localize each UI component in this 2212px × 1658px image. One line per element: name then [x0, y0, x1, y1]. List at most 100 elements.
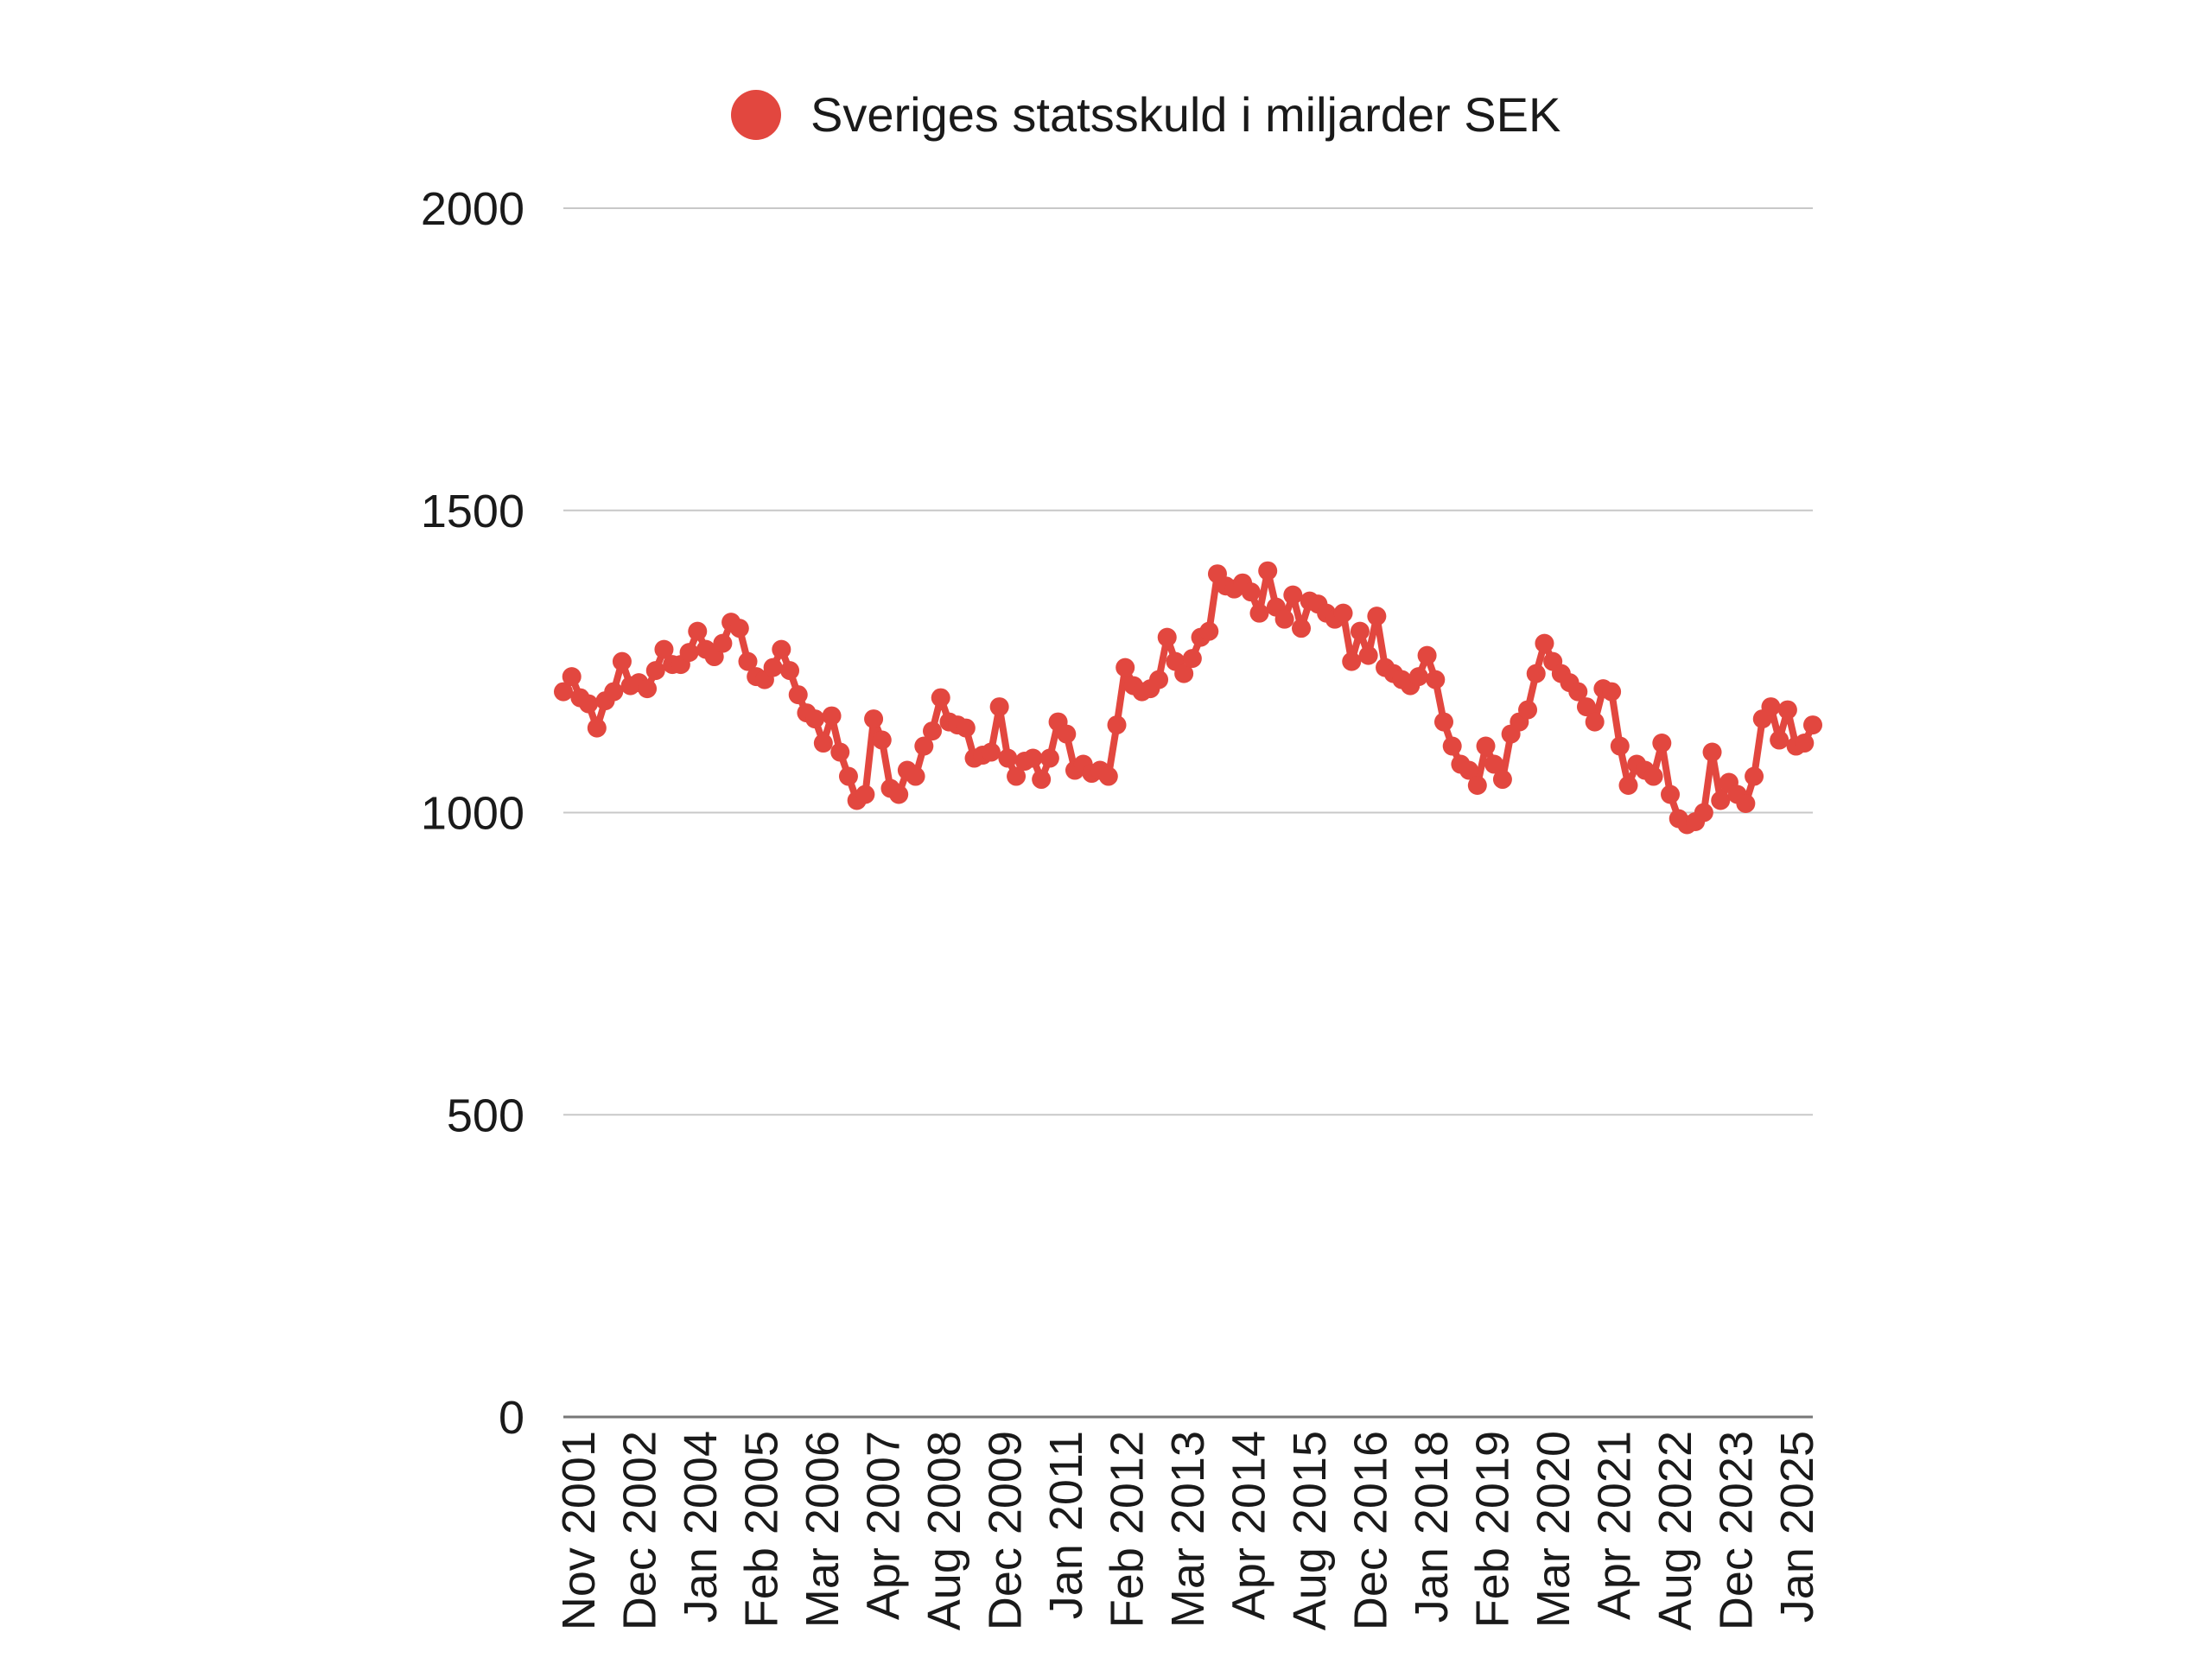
data-point — [956, 718, 976, 738]
data-point — [1618, 776, 1638, 796]
data-point — [1761, 697, 1781, 717]
x-tick-label: Mar 2006 — [797, 1431, 849, 1628]
data-point — [1770, 730, 1789, 750]
data-point — [1694, 803, 1713, 823]
data-point — [1258, 561, 1278, 581]
legend: Sveriges statsskuld i miljarder SEK — [731, 86, 1560, 143]
data-point — [612, 651, 632, 671]
x-tick-label: Jan 2018 — [1406, 1431, 1458, 1623]
data-point — [1350, 621, 1370, 641]
data-point — [1568, 682, 1588, 702]
x-tick-label: Jan 2025 — [1771, 1431, 1823, 1623]
data-point — [713, 633, 733, 653]
data-point — [638, 679, 658, 699]
data-point — [1039, 748, 1059, 768]
data-point — [1610, 736, 1630, 756]
data-point — [554, 682, 573, 702]
data-point — [864, 709, 884, 729]
data-point — [1098, 766, 1118, 786]
data-point — [729, 619, 749, 638]
data-point — [1174, 664, 1194, 683]
data-point — [989, 697, 1009, 717]
data-point — [838, 766, 858, 786]
data-point — [1032, 770, 1052, 790]
x-tick-label: Mar 2013 — [1162, 1431, 1214, 1628]
data-point — [1602, 682, 1622, 702]
data-point — [1408, 667, 1428, 687]
data-point — [1661, 785, 1681, 804]
data-point — [1358, 645, 1378, 665]
data-point — [1585, 712, 1605, 732]
data-point — [931, 688, 950, 708]
data-point — [1116, 657, 1135, 677]
data-point — [1274, 609, 1294, 629]
data-point — [1492, 770, 1512, 790]
data-point — [788, 685, 808, 705]
data-point — [872, 730, 892, 750]
data-point — [562, 667, 582, 687]
data-point — [645, 661, 665, 681]
data-point — [738, 651, 758, 671]
legend-label: Sveriges statsskuld i miljarder SEK — [810, 87, 1561, 142]
data-point — [1249, 603, 1269, 623]
data-point — [579, 694, 599, 714]
x-tick-label: Apr 2007 — [858, 1431, 910, 1620]
data-point — [1711, 791, 1731, 810]
data-point — [830, 742, 850, 762]
data-point — [1652, 734, 1672, 753]
x-tick-label: Dec 2009 — [980, 1431, 1032, 1630]
data-point — [1182, 649, 1202, 669]
data-point — [679, 643, 699, 663]
x-tick-label: Nov 2001 — [553, 1431, 605, 1630]
data-point — [1417, 645, 1437, 665]
data-point — [822, 706, 842, 726]
data-point — [1736, 794, 1756, 814]
data-point — [1484, 754, 1504, 774]
x-tick-label: Dec 2002 — [614, 1431, 666, 1630]
data-point — [1241, 582, 1261, 602]
data-point — [923, 721, 943, 741]
data-point — [889, 785, 909, 804]
x-tick-label: Feb 2012 — [1102, 1431, 1154, 1628]
data-point — [604, 682, 624, 702]
data-point — [1426, 670, 1446, 689]
data-point — [780, 661, 800, 681]
data-point — [1007, 766, 1027, 786]
data-point — [1342, 651, 1362, 671]
data-point — [654, 639, 674, 659]
data-point — [1199, 621, 1219, 641]
data-point — [1442, 736, 1462, 756]
data-point — [914, 736, 934, 756]
data-point — [1333, 603, 1353, 623]
data-point — [1795, 734, 1815, 753]
data-point — [1023, 748, 1043, 768]
x-tick-label: Jan 2004 — [675, 1431, 727, 1623]
data-point — [1643, 766, 1663, 786]
x-tick-label: Dec 2016 — [1345, 1431, 1397, 1630]
data-point — [1157, 627, 1177, 647]
x-tick-label: Dec 2023 — [1711, 1431, 1763, 1630]
data-point — [688, 621, 708, 641]
x-tick-label: Feb 2005 — [736, 1431, 788, 1628]
y-tick-label: 1500 — [421, 486, 524, 537]
data-point — [1518, 700, 1538, 720]
data-point — [587, 718, 607, 738]
data-point — [1433, 712, 1453, 732]
data-point — [906, 766, 925, 786]
data-point — [813, 734, 833, 753]
data-point — [998, 748, 1018, 768]
y-tick-label: 500 — [447, 1089, 524, 1141]
x-tick-label: Apr 2021 — [1589, 1431, 1641, 1620]
x-tick-label: Aug 2008 — [918, 1431, 970, 1630]
data-point — [1476, 736, 1496, 756]
data-point — [1745, 766, 1764, 786]
data-point — [1107, 715, 1127, 735]
data-point — [1526, 664, 1546, 683]
data-point — [1149, 670, 1169, 689]
data-point — [1292, 619, 1312, 638]
data-point — [1777, 700, 1797, 720]
data-point — [1367, 607, 1387, 626]
data-point — [1057, 724, 1077, 744]
x-tick-label: Jan 2011 — [1040, 1431, 1092, 1619]
